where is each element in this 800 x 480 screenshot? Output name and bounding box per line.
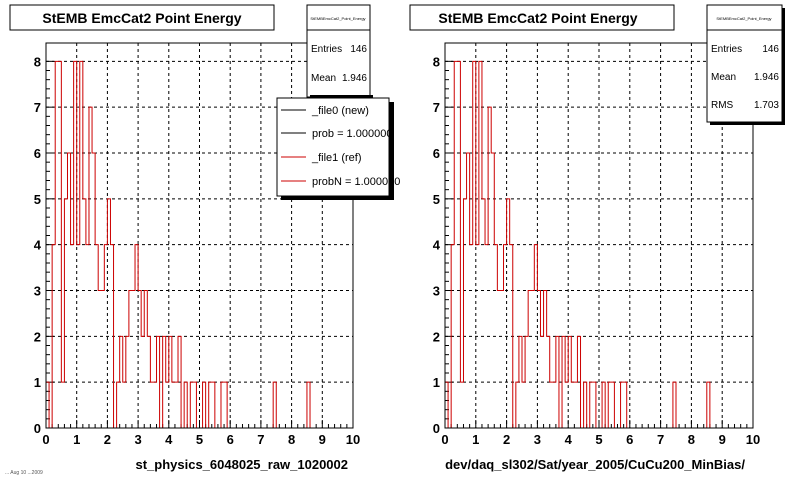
left-x-tick-label: 2 bbox=[104, 432, 111, 447]
left-plot-frame bbox=[45, 42, 354, 429]
right-x-tick-label: 3 bbox=[534, 432, 541, 447]
right-stats-box: StEMBEmcCat2_Point_Energy Entries 146 Me… bbox=[706, 4, 785, 125]
left-y-tick-label: 0 bbox=[34, 421, 41, 436]
legend-label-ref: _file1 (ref) bbox=[311, 152, 362, 164]
right-x-tick-label: 0 bbox=[441, 432, 448, 447]
right-x-tick-label: 8 bbox=[688, 432, 695, 447]
right-stats-entries-value: 146 bbox=[762, 44, 779, 55]
right-x-tick-label: 5 bbox=[595, 432, 602, 447]
right-stats-rms-value: 1.703 bbox=[754, 100, 779, 111]
right-y-tick-label: 7 bbox=[433, 100, 440, 115]
left-x-tick-label: 5 bbox=[196, 432, 203, 447]
left-y-tick-label: 4 bbox=[34, 238, 42, 253]
right-y-tick-label: 3 bbox=[433, 284, 440, 299]
right-y-tick-label: 5 bbox=[433, 192, 440, 207]
left-legend: _file0 (new) prob = 1.000000 _file1 (ref… bbox=[276, 97, 400, 200]
right-y-tick-label: 4 bbox=[433, 238, 441, 253]
footer-timestamp: ... Aug 10 ...2009 bbox=[5, 470, 43, 476]
left-x-tick-label: 7 bbox=[257, 432, 264, 447]
legend-label-new: _file0 (new) bbox=[311, 105, 369, 117]
left-stats-name: StEMBEmcCat2_Point_Energy bbox=[310, 16, 365, 21]
legend-label-probn: probN = 1.000000 bbox=[312, 176, 400, 188]
left-y-tick-label: 2 bbox=[34, 329, 41, 344]
right-y-tick-label: 2 bbox=[433, 329, 440, 344]
left-stats-entries-value: 146 bbox=[350, 44, 367, 55]
right-y-tick-label: 0 bbox=[433, 421, 440, 436]
left-x-tick-label: 1 bbox=[73, 432, 80, 447]
right-plot: 0 1 2 3 4 5 6 7 8 9 10 0 1 2 3 4 5 6 7 8 bbox=[433, 42, 760, 447]
right-x-tick-label: 4 bbox=[565, 432, 573, 447]
right-stats-name: StEMBEmcCat2_Point_Energy bbox=[716, 16, 771, 21]
right-x-tick-label: 9 bbox=[719, 432, 726, 447]
left-y-tick-label: 8 bbox=[34, 54, 41, 69]
left-y-tick-label: 6 bbox=[34, 146, 41, 161]
left-plot: 0 1 2 3 4 5 6 7 8 9 10 0 1 2 3 4 5 6 7 8 bbox=[34, 42, 360, 447]
right-panel: StEMB EmcCat2 Point Energy 0 1 2 3 4 5 6 7 8 9 100… bbox=[409, 4, 785, 472]
left-y-tick-label: 5 bbox=[34, 192, 41, 207]
right-y-tick-label: 6 bbox=[433, 146, 440, 161]
left-stats-entries-key: Entries bbox=[311, 44, 342, 55]
left-x-tick-label: 4 bbox=[165, 432, 173, 447]
right-y-tick-label: 8 bbox=[433, 54, 440, 69]
left-x-tick-label: 6 bbox=[227, 432, 234, 447]
left-title: StEMB EmcCat2 Point Energy bbox=[42, 10, 241, 26]
right-stats-rms-key: RMS bbox=[711, 100, 734, 111]
left-x-tick-label: 9 bbox=[319, 432, 326, 447]
right-x-tick-label: 1 bbox=[472, 432, 479, 447]
left-x-tick-label: 3 bbox=[134, 432, 141, 447]
right-title-box bbox=[409, 4, 675, 31]
left-y-tick-label: 1 bbox=[34, 375, 41, 390]
left-y-tick-label: 7 bbox=[34, 100, 41, 115]
right-x-tick-label: 10 bbox=[746, 432, 760, 447]
right-title: StEMB EmcCat2 Point Energy bbox=[438, 10, 637, 26]
right-stats-mean-key: Mean bbox=[711, 72, 736, 83]
right-x-tick-label: 7 bbox=[657, 432, 664, 447]
right-stats-entries-key: Entries bbox=[711, 44, 742, 55]
right-x-tick-label: 2 bbox=[503, 432, 510, 447]
left-stats-mean-key: Mean bbox=[311, 73, 336, 84]
left-x-tick-label: 0 bbox=[42, 432, 49, 447]
left-y-tick-label: 3 bbox=[34, 284, 41, 299]
right-x-axis-label: dev/daq_sl302/Sat/year_2005/CuCu200_MinB… bbox=[445, 457, 745, 472]
left-title-box bbox=[9, 4, 275, 31]
right-plot-frame bbox=[444, 42, 754, 429]
right-x-tick-label: 6 bbox=[626, 432, 633, 447]
left-x-tick-label: 10 bbox=[346, 432, 360, 447]
left-x-axis-label: st_physics_6048025_raw_1020002 bbox=[135, 457, 348, 472]
right-y-tick-label: 1 bbox=[433, 375, 440, 390]
left-panel: StEMB EmcCat2 Point Energy 0 1 2 3 4 5 6 7 8 9 100… bbox=[9, 4, 400, 472]
left-stats-box: StEMBEmcCat2_Point_Energy Entries 146 Me… bbox=[306, 4, 373, 98]
left-x-tick-label: 8 bbox=[288, 432, 295, 447]
left-stats-mean-value: 1.946 bbox=[342, 73, 367, 84]
right-stats-mean-value: 1.946 bbox=[754, 72, 779, 83]
legend-label-prob: prob = 1.000000 bbox=[312, 128, 392, 140]
